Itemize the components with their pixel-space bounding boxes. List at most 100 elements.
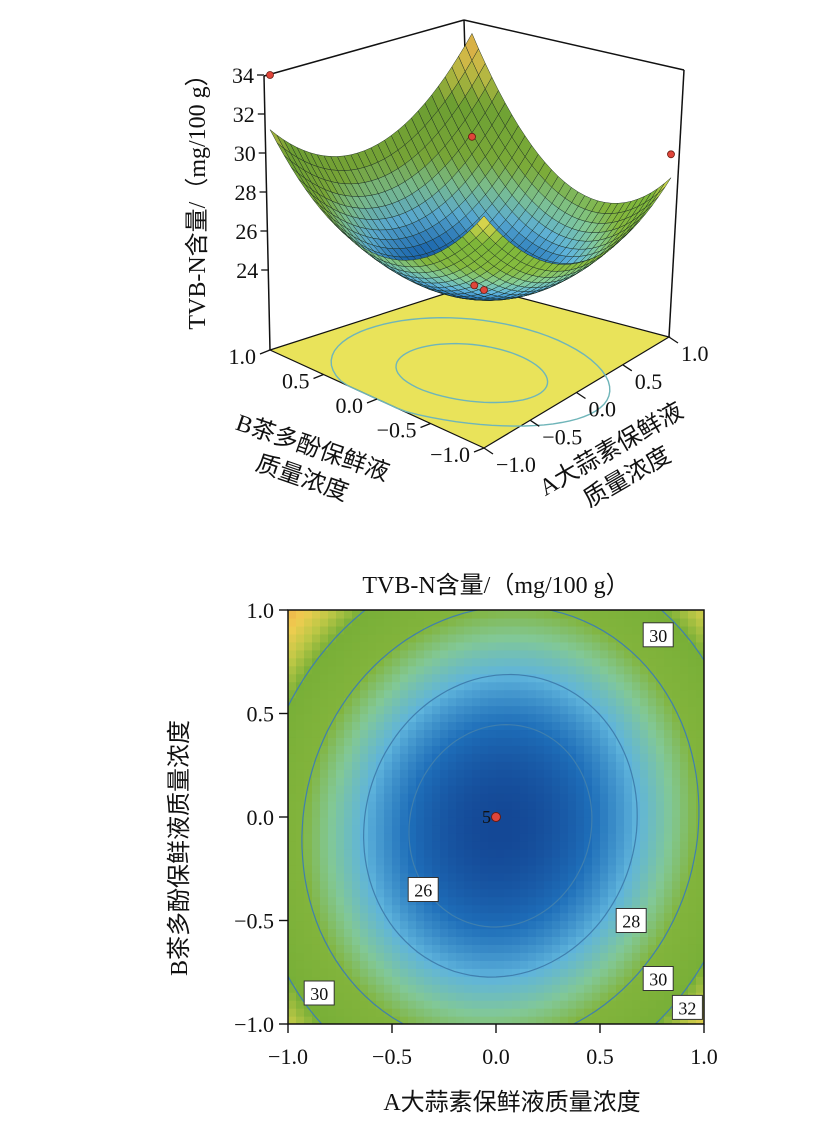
heatmap-cell — [672, 753, 681, 762]
heatmap-cell — [504, 824, 513, 834]
heatmap-cell — [688, 633, 697, 643]
heatmap-cell — [520, 872, 529, 882]
heatmap-cell — [624, 777, 633, 786]
heatmap-cell — [616, 689, 625, 699]
heatmap-cell — [608, 737, 617, 746]
heatmap-cell — [424, 617, 433, 627]
heatmap-cell — [392, 984, 401, 993]
heatmap-cell — [464, 864, 473, 874]
heatmap-cell — [392, 936, 401, 945]
heatmap-cell — [352, 809, 361, 818]
heatmap-cell — [456, 880, 465, 890]
heatmap-cell — [520, 761, 529, 770]
heatmap-cell — [472, 801, 481, 810]
heatmap-cell — [416, 832, 425, 842]
heatmap-cell — [528, 657, 537, 667]
heatmap-cell — [576, 992, 585, 1001]
heatmap-cell — [544, 840, 553, 850]
heatmap-cell — [376, 904, 385, 914]
heatmap-cell — [584, 960, 593, 969]
heatmap-cell — [464, 832, 473, 842]
heatmap-cell — [504, 673, 513, 683]
heatmap-cell — [680, 610, 689, 619]
heatmap-cell — [632, 856, 641, 866]
heatmap-cell — [360, 976, 369, 985]
heatmap-cell — [488, 936, 497, 945]
heatmap-cell — [584, 880, 593, 890]
heatmap-cell — [544, 960, 553, 969]
heatmap-cell — [544, 729, 553, 738]
heatmap-cell — [448, 705, 457, 715]
heatmap-cell — [424, 920, 433, 930]
heatmap-cell — [576, 984, 585, 993]
heatmap-cell — [464, 960, 473, 969]
heatmap-cell — [488, 976, 497, 985]
heatmap-cell — [400, 864, 409, 874]
heatmap-cell — [448, 649, 457, 659]
heatmap-cell — [352, 968, 361, 977]
heatmap-cell — [600, 769, 609, 778]
heatmap-cell — [288, 681, 297, 691]
heatmap-cell — [680, 1016, 689, 1024]
heatmap-cell — [448, 689, 457, 699]
heatmap-cell — [368, 785, 377, 794]
heatmap-cell — [592, 856, 601, 866]
heatmap-cell — [344, 952, 353, 961]
heatmap-cell — [352, 665, 361, 675]
heatmap-cell — [448, 896, 457, 906]
heatmap-cell — [552, 880, 561, 890]
heatmap-cell — [568, 864, 577, 874]
heatmap-cell — [680, 761, 689, 770]
heatmap-cell — [672, 745, 681, 754]
heatmap-cell — [424, 753, 433, 762]
heatmap-cell — [400, 968, 409, 977]
heatmap-cell — [640, 888, 649, 898]
heatmap-cell — [600, 832, 609, 842]
heatmap-cell — [664, 888, 673, 898]
heatmap-cell — [304, 817, 313, 826]
heatmap-cell — [336, 872, 345, 882]
heatmap-cell — [312, 960, 321, 969]
heatmap-cell — [384, 848, 393, 858]
heatmap-cell — [432, 713, 441, 723]
heatmap-cell — [552, 769, 561, 778]
heatmap-cell — [368, 689, 377, 699]
heatmap-cell — [400, 633, 409, 643]
heatmap-cell — [408, 649, 417, 659]
heatmap-cell — [488, 817, 497, 826]
heatmap-cell — [480, 848, 489, 858]
heatmap-cell — [688, 689, 697, 699]
heatmap-cell — [600, 928, 609, 938]
heatmap-cell — [480, 633, 489, 643]
heatmap-cell — [576, 888, 585, 898]
heatmap-cell — [560, 960, 569, 969]
heatmap-cell — [328, 840, 337, 850]
heatmap-cell — [328, 1016, 337, 1024]
heatmap-cell — [688, 904, 697, 914]
heatmap-cell — [680, 976, 689, 985]
heatmap-cell — [512, 761, 521, 770]
heatmap-cell — [416, 984, 425, 993]
heatmap-cell — [680, 960, 689, 969]
heatmap-cell — [400, 824, 409, 834]
heatmap-cell — [448, 936, 457, 945]
heatmap-cell — [648, 960, 657, 969]
heatmap-cell — [368, 992, 377, 1001]
heatmap-cell — [568, 697, 577, 707]
heatmap-cell — [480, 920, 489, 930]
heatmap-cell — [416, 848, 425, 858]
b-tick-mark — [259, 349, 271, 355]
b-tick-label: 1.0 — [229, 344, 257, 369]
heatmap-cell — [368, 920, 377, 930]
heatmap-cell — [520, 912, 529, 922]
heatmap-cell — [696, 928, 704, 938]
heatmap-cell — [672, 633, 681, 643]
heatmap-cell — [536, 864, 545, 874]
heatmap-cell — [568, 968, 577, 977]
heatmap-cell — [384, 952, 393, 961]
heatmap-cell — [368, 705, 377, 715]
heatmap-cell — [288, 665, 297, 675]
heatmap-cell — [368, 832, 377, 842]
heatmap-cell — [504, 912, 513, 922]
b-tick-mark — [420, 422, 431, 429]
